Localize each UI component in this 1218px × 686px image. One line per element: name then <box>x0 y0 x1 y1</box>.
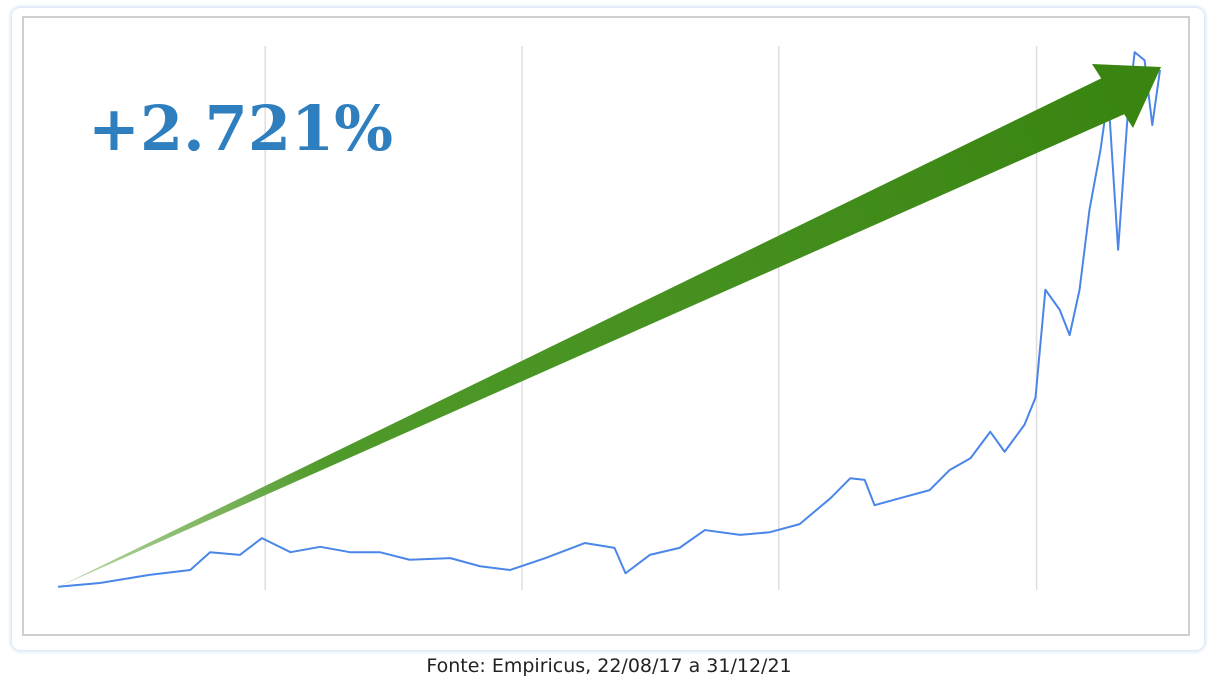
trend-arrow-head <box>1092 64 1161 128</box>
series-line <box>57 51 1161 588</box>
grid <box>264 46 1038 590</box>
lines <box>57 51 1161 588</box>
trend-arrow-shaft <box>58 77 1127 587</box>
caption: Fonte: Empiricus, 22/08/17 a 31/12/21 <box>426 655 792 677</box>
chart-frame <box>22 16 1190 636</box>
annotation: +2.721% <box>88 92 393 165</box>
